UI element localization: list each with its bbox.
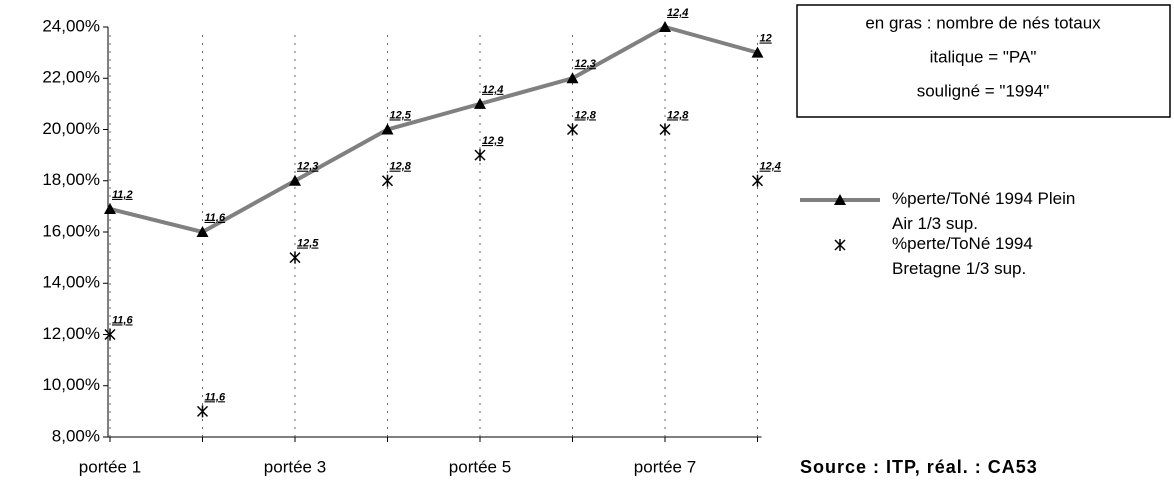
y-tick-label: 10,00% bbox=[42, 375, 100, 394]
legend-label: %perte/ToNé 1994 Plein Air 1/3 sup. bbox=[892, 189, 1075, 233]
y-tick-label: 12,00% bbox=[42, 324, 100, 343]
x-tick-label: portée 7 bbox=[634, 457, 696, 476]
y-tick-label: 16,00% bbox=[42, 221, 100, 240]
point bbox=[196, 405, 209, 418]
source: Source : ITP, réal. : CA53 bbox=[800, 457, 1038, 477]
point bbox=[566, 72, 579, 84]
point-label: 12,8 bbox=[575, 109, 597, 121]
point bbox=[751, 46, 764, 58]
legend-marker bbox=[834, 194, 846, 205]
note: souligné = "1994" bbox=[917, 81, 1050, 100]
point-label: 11,6 bbox=[112, 314, 133, 326]
point-label: 11,2 bbox=[112, 189, 133, 201]
y-tick-label: 14,00% bbox=[42, 273, 100, 292]
y-tick-label: 18,00% bbox=[42, 170, 100, 189]
y-tick-label: 24,00% bbox=[42, 16, 100, 35]
point bbox=[196, 226, 209, 237]
y-tick-label: 8,00% bbox=[52, 426, 100, 445]
legend-marker bbox=[834, 239, 846, 251]
point bbox=[659, 21, 671, 32]
point bbox=[289, 251, 301, 264]
note: italique = "PA" bbox=[930, 47, 1037, 66]
y-tick-label: 22,00% bbox=[42, 68, 100, 87]
notes-box bbox=[796, 4, 1171, 118]
point bbox=[104, 202, 116, 214]
point-label: 12,9 bbox=[482, 135, 504, 147]
point bbox=[289, 174, 301, 186]
x-tick-label: portée 3 bbox=[264, 457, 326, 476]
point bbox=[474, 97, 486, 109]
point bbox=[104, 328, 116, 341]
note: en gras : nombre de nés totaux bbox=[865, 13, 1101, 32]
point-label: 11,6 bbox=[205, 391, 226, 403]
point-label: 12,4 bbox=[667, 7, 688, 19]
point-label: 12,4 bbox=[482, 84, 503, 96]
point bbox=[659, 123, 671, 136]
series-line bbox=[109, 24, 759, 235]
x-tick-label: portée 5 bbox=[449, 457, 511, 476]
point bbox=[381, 174, 394, 187]
point bbox=[566, 123, 579, 136]
point-label: 12,5 bbox=[297, 238, 319, 250]
point-label: 12,8 bbox=[667, 109, 689, 121]
point bbox=[474, 149, 486, 162]
point-label: 12,3 bbox=[575, 58, 596, 70]
point-label: 12 bbox=[760, 33, 772, 45]
y-tick-label: 20,00% bbox=[42, 119, 100, 138]
point-label: 12,5 bbox=[390, 109, 412, 121]
legend-label: %perte/ToNé 1994 Bretagne 1/3 sup. bbox=[892, 234, 1033, 278]
point-label: 12,4 bbox=[760, 161, 781, 173]
point bbox=[751, 174, 764, 187]
x-tick-label: portée 1 bbox=[79, 457, 141, 476]
point-label: 12,3 bbox=[297, 161, 318, 173]
point bbox=[381, 123, 394, 135]
point-label: 11,6 bbox=[205, 212, 226, 224]
point-label: 12,8 bbox=[390, 161, 412, 173]
